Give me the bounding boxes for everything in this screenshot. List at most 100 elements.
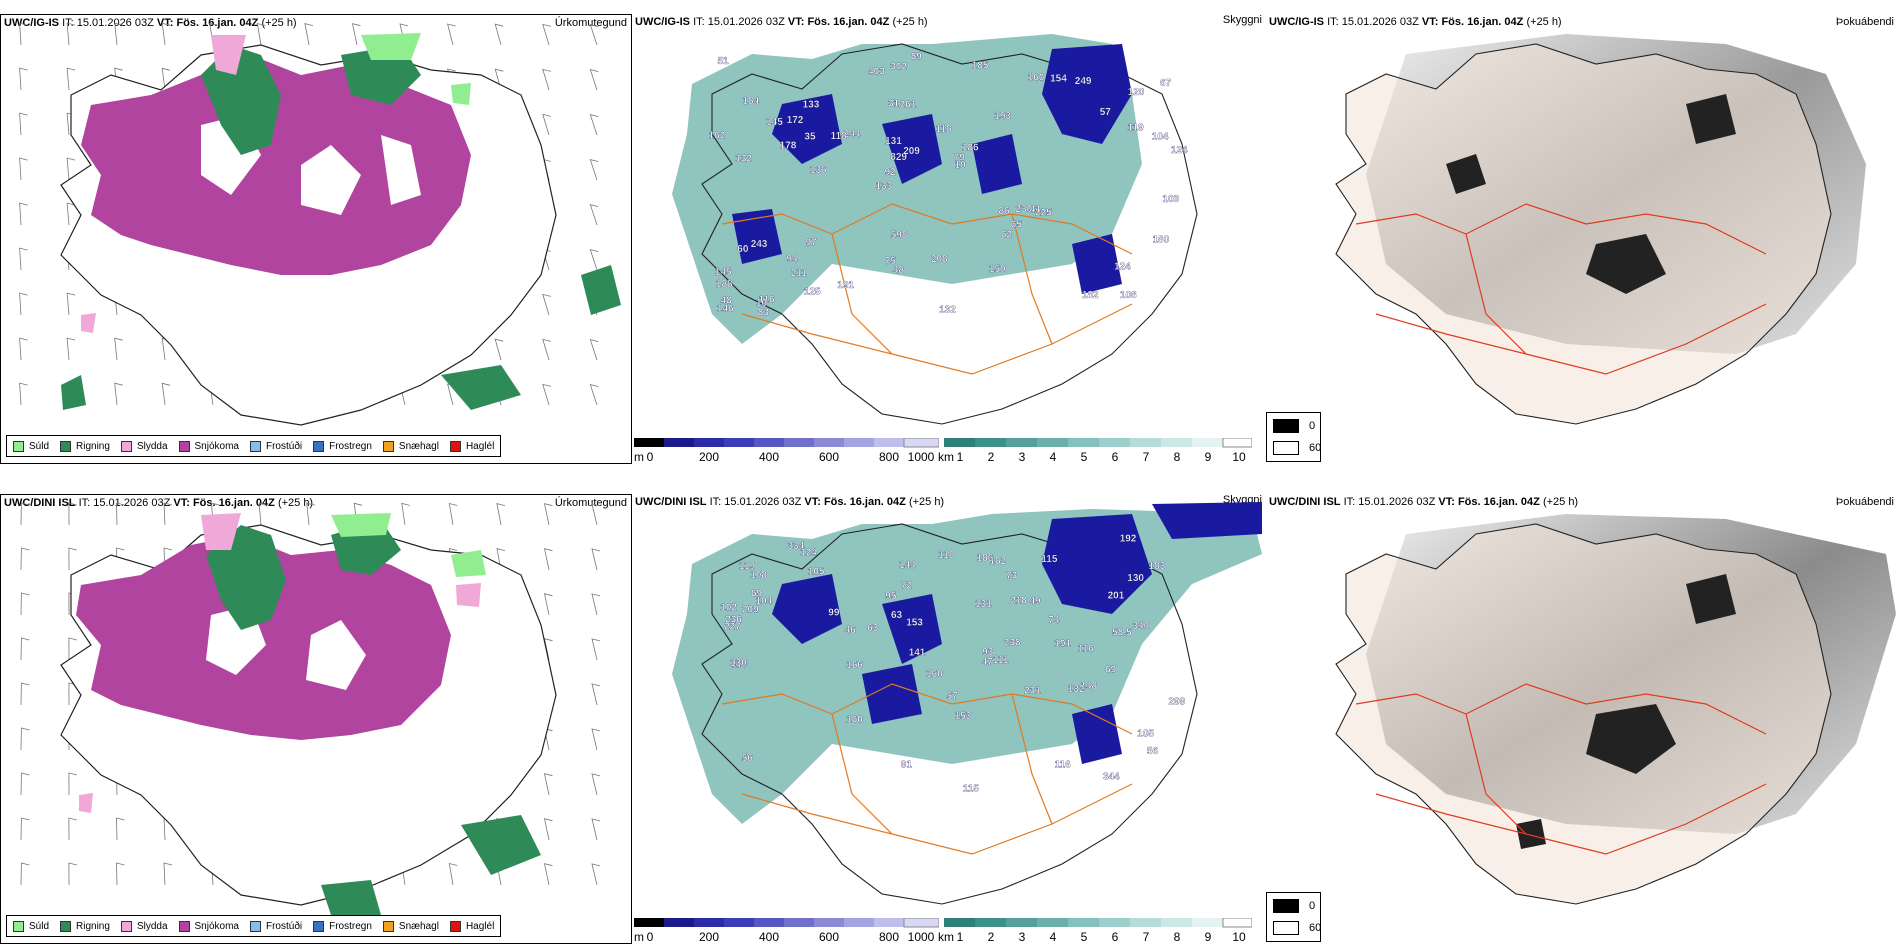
precip-type-label: Úrkomutegund xyxy=(554,17,627,29)
visibility-value: 131 xyxy=(975,599,992,610)
visibility-label: Skyggni xyxy=(1222,14,1262,26)
wind-barb xyxy=(591,683,601,706)
wind-barb xyxy=(20,772,30,796)
colorbar-km-unit: km xyxy=(938,930,954,944)
fog-legend-item: 60 xyxy=(1273,921,1321,935)
precip-drizzle-area xyxy=(331,513,486,577)
visibility-value: 73 xyxy=(1006,570,1018,581)
visibility-value: 48 xyxy=(721,296,733,307)
colorbar-m-swatches xyxy=(634,918,939,928)
precip-drizzle-area xyxy=(361,33,471,105)
fog-legend: 0 60 xyxy=(1266,892,1321,942)
road-network xyxy=(721,683,1133,855)
legend-item-haglel: Haglél xyxy=(449,440,494,452)
colorbar-tick: 1 xyxy=(956,450,964,464)
wind-barb xyxy=(496,548,505,571)
low-visibility-area xyxy=(772,502,1262,764)
visibility-value: 184 xyxy=(742,96,759,107)
wind-barb xyxy=(19,337,28,361)
wind-barb xyxy=(20,862,30,886)
legend-item-frostudi: Frostúði xyxy=(249,440,302,452)
legend-item-slydda: Slydda xyxy=(120,440,168,452)
precip-map xyxy=(20,502,601,915)
visibility-value: 141 xyxy=(909,647,926,658)
wind-barb xyxy=(306,502,315,526)
visibility-value: 56 xyxy=(1147,746,1159,757)
wind-barb xyxy=(589,114,599,136)
wind-barb xyxy=(304,23,313,46)
wind-barb xyxy=(589,204,599,226)
colorbar-tick: 9 xyxy=(1204,930,1212,944)
wind-barb xyxy=(589,339,599,361)
visibility-value: 162 xyxy=(709,131,726,142)
colorbar-tick: 400 xyxy=(758,930,780,944)
visibility-value: 191 xyxy=(1054,638,1071,649)
visibility-value: 133 xyxy=(876,181,893,192)
visibility-value: 148 xyxy=(1080,681,1097,692)
visibility-value: 67 xyxy=(1160,78,1172,89)
colorbar-km-swatches xyxy=(944,438,1252,448)
legend-item-sud: Súld xyxy=(13,440,49,452)
visibility-value: 230 xyxy=(1016,204,1033,215)
visibility-value: 124 xyxy=(1171,145,1188,156)
legend-item-frostregn: Frostregn xyxy=(313,440,372,452)
wind-barb xyxy=(591,863,601,886)
visibility-value: 208 xyxy=(931,254,948,265)
visibility-value: 209 xyxy=(742,605,759,616)
colorbar-tick: 0 xyxy=(646,450,654,464)
visibility-value: 60 xyxy=(737,244,749,255)
visibility-value: 116 xyxy=(1055,759,1072,770)
visibility-value: 72 xyxy=(901,581,913,592)
wind-barb xyxy=(20,637,30,661)
legend-item-snjokoma: Snjókoma xyxy=(178,920,239,932)
visibility-value: 188 xyxy=(716,279,733,290)
colorbar-m-swatches xyxy=(634,438,939,448)
wind-barb xyxy=(66,202,76,226)
colorbar-m-unit: m xyxy=(634,450,644,464)
visibility-value: 166 xyxy=(846,660,863,671)
wind-barb xyxy=(114,337,123,361)
visibility-value: 10 xyxy=(955,160,967,171)
visibility-value: 160 xyxy=(926,669,943,680)
colorbar-tick: 3 xyxy=(1018,930,1026,944)
visibility-value: 69 xyxy=(1105,664,1117,675)
precip-panel-1: UWC/IG-IS IT: 15.01.2026 03Z VT: Fös. 16… xyxy=(0,14,632,464)
colorbar-tick: 6 xyxy=(1111,450,1119,464)
wind-barb xyxy=(447,23,456,46)
legend-item-haglel: Haglél xyxy=(449,920,494,932)
wind-barb xyxy=(19,67,28,91)
visibility-value: 51 xyxy=(718,56,730,67)
visibility-value: 120 xyxy=(1128,87,1145,98)
visibility-value: 94 xyxy=(787,254,799,265)
colorbar-tick: 1000 xyxy=(907,450,935,464)
visibility-value: 118 xyxy=(936,124,953,135)
colorbar-km-swatches xyxy=(944,918,1252,928)
visibility-value: 103 xyxy=(1162,194,1179,205)
visibility-value: 57 xyxy=(947,691,959,702)
wind-barb xyxy=(494,68,504,91)
visibility-value: 218 xyxy=(1010,596,1027,607)
precip-sleet-area xyxy=(79,513,481,813)
fog-legend-item: 0 xyxy=(1273,419,1315,433)
wind-barb xyxy=(401,502,410,526)
visibility-value: 10 xyxy=(756,298,768,309)
visibility-value: 180 xyxy=(1153,235,1170,246)
fog-panel-1: UWC/IG-IS IT: 15.01.2026 03Z VT: Fös. 16… xyxy=(1266,14,1900,464)
visibility-value: 83 xyxy=(758,308,770,319)
precip-panel-2: UWC/DINI ISL IT: 15.01.2026 03Z VT: Fös.… xyxy=(0,494,632,944)
wind-barb xyxy=(68,772,77,796)
visibility-value: 69 xyxy=(751,589,763,600)
iceland-outline xyxy=(701,523,1198,905)
low-visibility-area xyxy=(732,44,1132,294)
wind-barb xyxy=(68,547,77,571)
wind-barb xyxy=(543,773,553,796)
legend-item-frostudi: Frostúði xyxy=(249,920,302,932)
visibility-value: 177 xyxy=(732,660,749,671)
visibility-value: 116 xyxy=(1078,644,1095,655)
visibility-value: 132 xyxy=(1068,684,1085,695)
fog-map xyxy=(1335,34,1866,425)
visibility-value: 136 xyxy=(810,165,827,176)
legend-item-snaehagl: Snæhagl xyxy=(382,440,439,452)
visibility-value: 65 xyxy=(1011,219,1023,230)
wind-barb xyxy=(351,23,361,46)
